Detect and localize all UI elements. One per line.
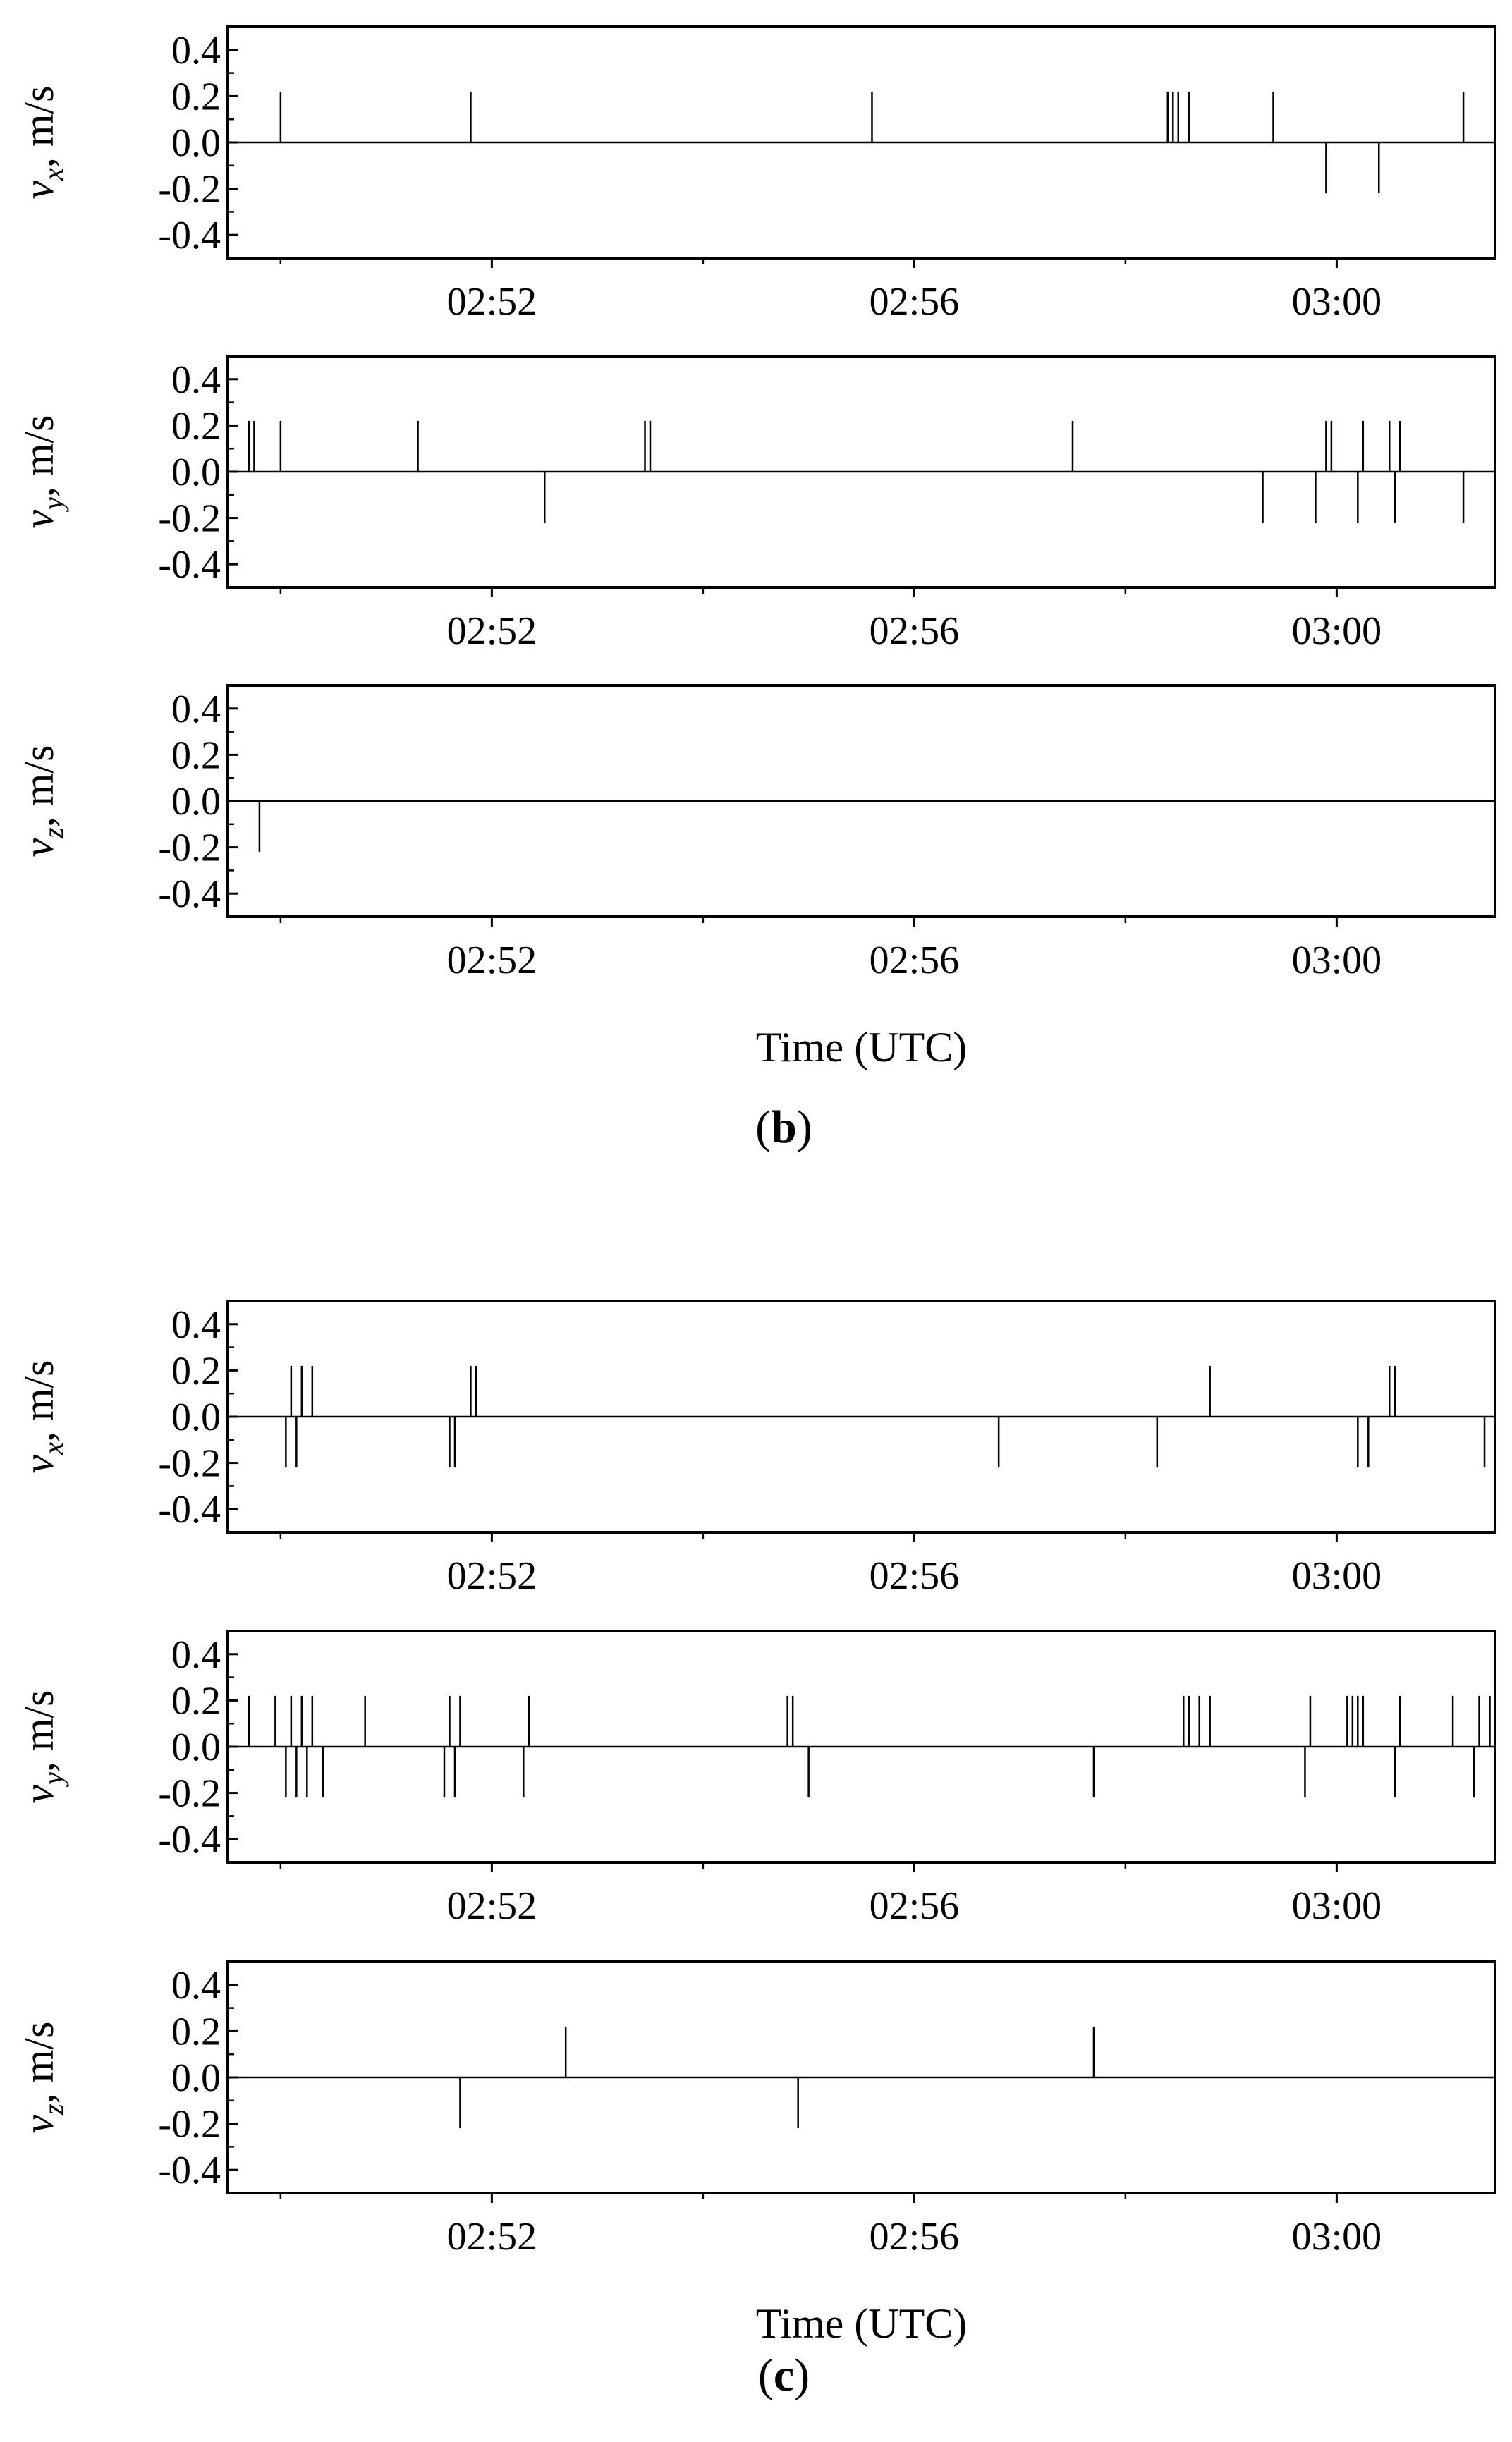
x-tick-label: 02:52 <box>447 2215 537 2259</box>
y-tick-label: -0.4 <box>158 214 221 257</box>
y-tick-label: 0.0 <box>171 121 221 165</box>
panel-label: (b) <box>755 1101 812 1153</box>
y-tick-label: 0.4 <box>171 29 221 73</box>
y-tick-label: -0.2 <box>158 168 221 212</box>
y-tick-label: 0.0 <box>171 1396 221 1439</box>
y-tick-label: 0.2 <box>171 404 221 448</box>
y-tick-label: 0.0 <box>171 1726 221 1769</box>
y-axis-label: vy, m/s <box>16 415 69 528</box>
y-label-subscript: x <box>37 1442 69 1455</box>
y-tick-label: -0.2 <box>158 1442 221 1486</box>
chart-panel-c-y: 0.40.20.0-0.2-0.4 02:52 02:56 03:00 vy, m/s <box>16 1630 1496 1928</box>
y-tick-label: 0.0 <box>171 780 221 824</box>
chart-panel-b-x: 0.40.20.0-0.2-0.4 02:52 02:56 03:00 vx, m/s <box>16 25 1496 324</box>
panel-label-open: ( <box>758 2350 774 2401</box>
y-tick-label: -0.2 <box>158 2103 221 2147</box>
y-axis-label: vx, m/s <box>16 85 69 199</box>
x-tick-label: 02:52 <box>447 1554 537 1598</box>
x-axis-title: Time (UTC) <box>756 2300 967 2347</box>
y-tick-label: 0.2 <box>171 1349 221 1393</box>
x-tick-label: 02:52 <box>447 609 537 653</box>
x-tick-label: 02:56 <box>870 280 960 324</box>
y-tick-label: 0.4 <box>171 358 221 402</box>
y-axis-label: vz, m/s <box>16 745 69 857</box>
y-label-subscript: z <box>37 2104 69 2116</box>
y-label-subscript: y <box>37 1772 69 1788</box>
x-axis-title: Time (UTC) <box>756 1024 967 1070</box>
y-label-unit: , m/s <box>16 2022 62 2104</box>
y-tick-label: -0.2 <box>158 497 221 541</box>
y-axis-label: vy, m/s <box>16 1690 69 1803</box>
x-tick-label: 03:00 <box>1292 2215 1382 2259</box>
y-tick-label: 0.2 <box>171 75 221 118</box>
y-tick-label: 0.2 <box>171 733 221 777</box>
y-label-unit: , m/s <box>16 85 62 168</box>
y-label-subscript: z <box>37 827 69 839</box>
y-tick-label: -0.4 <box>158 1818 221 1862</box>
y-label-variable: v <box>16 510 62 529</box>
x-tick-label: 03:00 <box>1292 939 1382 982</box>
y-label-subscript: x <box>37 168 69 181</box>
x-tick-label: 03:00 <box>1292 1554 1382 1598</box>
y-label-variable: v <box>16 181 62 200</box>
y-label-unit: , m/s <box>16 745 62 828</box>
y-tick-label: 0.4 <box>171 688 221 731</box>
y-tick-label: -0.4 <box>158 543 221 587</box>
x-tick-label: 02:52 <box>447 1884 537 1928</box>
y-tick-label: -0.2 <box>158 826 221 870</box>
panel-label-letter: c <box>774 2350 794 2401</box>
x-tick-label: 03:00 <box>1292 280 1382 324</box>
x-tick-label: 02:56 <box>870 1554 960 1598</box>
panel-label-close: ) <box>797 1101 812 1153</box>
y-tick-label: -0.4 <box>158 1488 221 1532</box>
x-tick-label: 03:00 <box>1292 1884 1382 1928</box>
y-label-subscript: y <box>37 497 69 513</box>
y-label-variable: v <box>16 2114 62 2133</box>
y-tick-label: 0.2 <box>171 1679 221 1723</box>
y-tick-label: 0.4 <box>171 1303 221 1347</box>
chart-panel-b-y: 0.40.20.0-0.2-0.4 02:52 02:56 03:00 vy, m/s <box>16 355 1496 653</box>
panel-label: (c) <box>758 2350 810 2401</box>
y-tick-label: -0.2 <box>158 1772 221 1816</box>
y-label-unit: , m/s <box>16 1360 62 1442</box>
y-label-variable: v <box>16 838 62 857</box>
y-label-variable: v <box>16 1785 62 1804</box>
y-tick-label: -0.4 <box>158 2149 221 2192</box>
y-tick-label: 0.4 <box>171 1633 221 1677</box>
x-tick-label: 02:52 <box>447 280 537 324</box>
y-label-unit: , m/s <box>16 1690 62 1772</box>
panel-label-open: ( <box>755 1101 771 1153</box>
x-tick-label: 02:52 <box>447 939 537 982</box>
y-tick-label: 0.4 <box>171 1964 221 2008</box>
y-axis-label: vx, m/s <box>16 1360 69 1473</box>
y-tick-label: -0.4 <box>158 872 221 916</box>
panel-label-close: ) <box>794 2350 810 2401</box>
y-tick-label: 0.0 <box>171 451 221 494</box>
x-tick-label: 02:56 <box>870 609 960 653</box>
x-tick-label: 02:56 <box>870 1884 960 1928</box>
chart-panel-b-z: 0.40.20.0-0.2-0.4 02:52 02:56 03:00 vz, m/s T… <box>16 684 1496 1070</box>
y-tick-label: 0.2 <box>171 2010 221 2053</box>
chart-panel-c-z: 0.40.20.0-0.2-0.4 02:52 02:56 03:00 vz, m/s T… <box>16 1960 1496 2347</box>
x-tick-label: 02:56 <box>870 939 960 982</box>
x-tick-label: 02:56 <box>870 2215 960 2259</box>
y-axis-label: vz, m/s <box>16 2022 69 2134</box>
y-label-variable: v <box>16 1455 62 1474</box>
y-tick-label: 0.0 <box>171 2056 221 2100</box>
chart-panel-c-x: 0.40.20.0-0.2-0.4 02:52 02:56 03:00 vx, m/s <box>16 1300 1496 1598</box>
y-label-unit: , m/s <box>16 415 62 497</box>
panel-label-letter: b <box>771 1101 797 1153</box>
x-tick-label: 03:00 <box>1292 609 1382 653</box>
